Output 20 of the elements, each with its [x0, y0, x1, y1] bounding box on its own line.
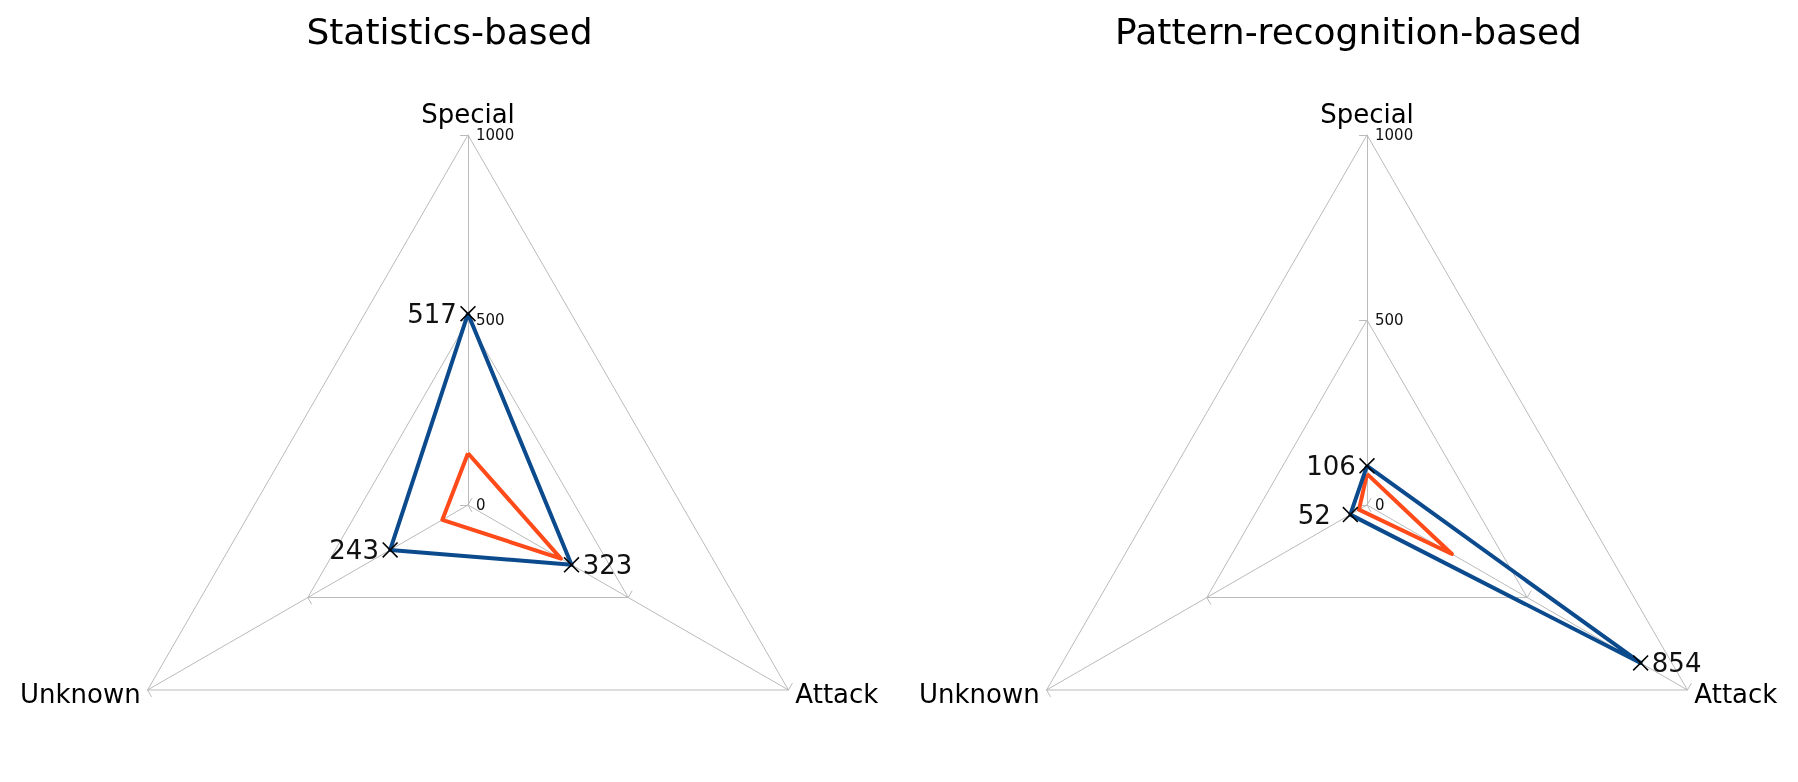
spoke-label: Unknown: [918, 679, 1040, 709]
chart-title: Statistics-based: [306, 10, 593, 52]
data-label: 323: [582, 549, 633, 580]
data-label: 243: [329, 534, 379, 565]
y-tick-label: 0: [476, 496, 486, 514]
y-tick-label: 0: [1375, 496, 1385, 514]
data-label: 106: [1306, 450, 1356, 481]
y-tick-label: 1000: [1375, 126, 1414, 144]
spoke-label: Special: [1320, 99, 1414, 129]
spoke-label: Attack: [1694, 679, 1778, 709]
data-label: 517: [407, 298, 457, 329]
y-tick-label: 1000: [476, 126, 515, 144]
chart-title: Pattern-recognition-based: [1115, 10, 1582, 52]
spoke-label: Special: [421, 99, 515, 129]
spoke-label: Attack: [795, 679, 879, 709]
data-label: 854: [1651, 647, 1702, 678]
data-label: 52: [1297, 499, 1331, 530]
y-tick-label: 500: [1375, 311, 1404, 329]
spoke-label: Unknown: [19, 679, 141, 709]
y-tick-label: 500: [476, 311, 505, 329]
